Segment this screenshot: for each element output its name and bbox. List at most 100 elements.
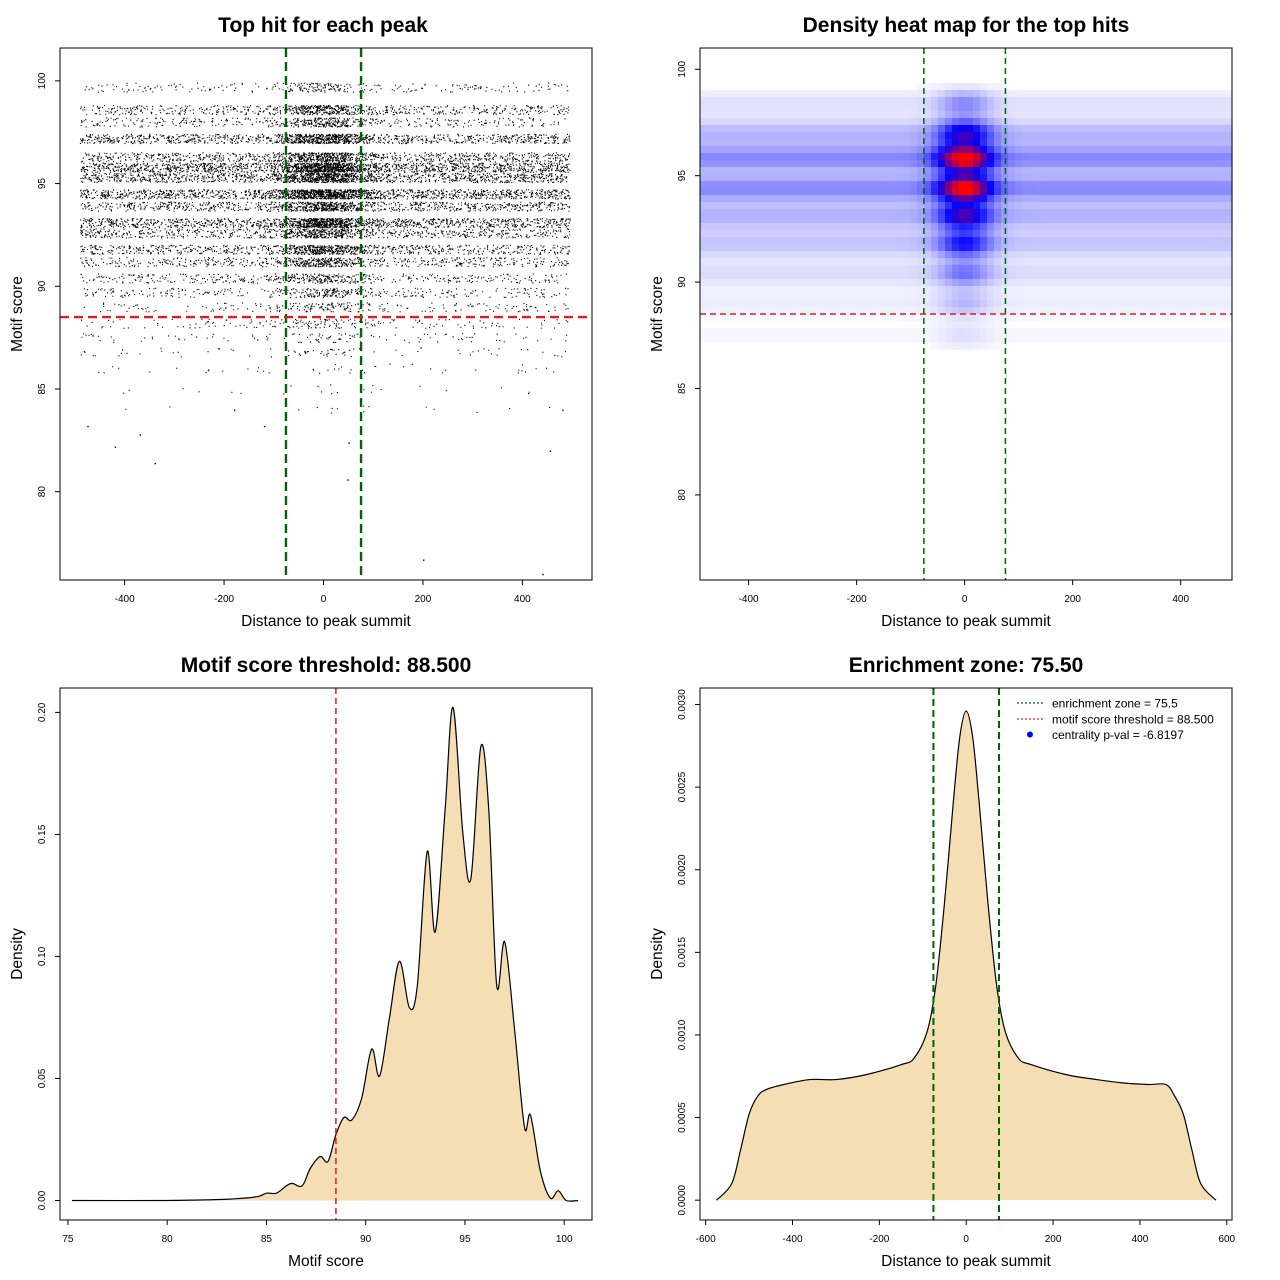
x-tick-label: 200 xyxy=(1045,1234,1062,1245)
heatmap-cell xyxy=(728,104,736,112)
heatmap-cell xyxy=(1099,90,1107,98)
heatmap-frame xyxy=(699,47,1233,581)
heatmap-cell xyxy=(1043,111,1051,119)
heatmap-cell xyxy=(945,342,953,350)
heatmap-cell xyxy=(1120,181,1128,189)
heatmap-cell xyxy=(875,279,883,287)
heatmap-cell xyxy=(945,265,953,273)
scatter-x-axis: -400 -200 0 200 400 xyxy=(115,580,531,605)
heatmap-cell xyxy=(1078,188,1086,196)
heatmap-cell xyxy=(973,272,981,280)
heatmap-cell xyxy=(931,307,939,315)
heatmap-cell xyxy=(1106,237,1114,245)
heatmap-cell xyxy=(721,328,729,336)
heatmap-cell xyxy=(1113,307,1121,315)
heatmap-cell xyxy=(896,272,904,280)
heatmap-cell xyxy=(805,90,813,98)
heatmap-cell xyxy=(868,153,876,161)
x-tick-label: -200 xyxy=(847,594,867,605)
heatmap-cell xyxy=(1134,279,1142,287)
heatmap-cell xyxy=(770,202,778,210)
heatmap-cell xyxy=(987,279,995,287)
heatmap-cell xyxy=(812,104,820,112)
heatmap-cell xyxy=(1099,181,1107,189)
heatmap-cell xyxy=(1106,174,1114,182)
heatmap-cell xyxy=(777,181,785,189)
heatmap-cell xyxy=(966,293,974,301)
heatmap-cell xyxy=(875,174,883,182)
heatmap-cell xyxy=(952,300,960,308)
heatmap-cell xyxy=(1225,244,1233,252)
heatmap-cell xyxy=(749,328,757,336)
heatmap-cell xyxy=(1127,181,1135,189)
heatmap-cell xyxy=(987,160,995,168)
heatmap-cell xyxy=(735,111,743,119)
heatmap-cell xyxy=(1022,90,1030,98)
heatmap-cell xyxy=(1218,111,1226,119)
heatmap-cell xyxy=(1036,335,1044,343)
heatmap-cell xyxy=(847,181,855,189)
heatmap-cell xyxy=(1134,202,1142,210)
heatmap-cell xyxy=(770,300,778,308)
heatmap-cell xyxy=(1113,125,1121,133)
heatmap-cell xyxy=(896,118,904,126)
heatmap-cell xyxy=(847,300,855,308)
heatmap-cell xyxy=(819,146,827,154)
heatmap-cell xyxy=(791,237,799,245)
heatmap-cell xyxy=(903,328,911,336)
heatmap-cell xyxy=(1113,265,1121,273)
heatmap-cell xyxy=(826,272,834,280)
scatter-panel: Top hit for each peak -400 -200 0 200 400 80… xyxy=(9,14,593,630)
heatmap-cell xyxy=(763,90,771,98)
heatmap-cell xyxy=(1211,146,1219,154)
heatmap-cell xyxy=(1071,139,1079,147)
heatmap-cell xyxy=(798,272,806,280)
heatmap-cell xyxy=(966,223,974,231)
heatmap-cell xyxy=(973,83,981,91)
heatmap-cell xyxy=(875,202,883,210)
heatmap-cell xyxy=(966,342,974,350)
heatmap-cell xyxy=(1064,244,1072,252)
heatmap-cell xyxy=(1148,244,1156,252)
heatmap-cell xyxy=(735,265,743,273)
heatmap-cell xyxy=(1183,146,1191,154)
heatmap-cell xyxy=(763,202,771,210)
heatmap-cell xyxy=(1169,293,1177,301)
heatmap-cell xyxy=(1043,146,1051,154)
heatmap-cell xyxy=(1064,300,1072,308)
heatmap-cell xyxy=(1057,230,1065,238)
heatmap-cell xyxy=(784,223,792,231)
heatmap-cell xyxy=(931,104,939,112)
heatmap-cell xyxy=(700,314,708,322)
heatmap-cell xyxy=(1008,307,1016,315)
x-tick-label: -200 xyxy=(869,1234,889,1245)
heatmap-cell xyxy=(763,230,771,238)
heatmap-cell xyxy=(945,216,953,224)
heatmap-cell xyxy=(749,230,757,238)
heatmap-cell xyxy=(1120,118,1128,126)
heatmap-cell xyxy=(1162,209,1170,217)
heatmap-cell xyxy=(952,132,960,140)
heatmap-cell xyxy=(903,237,911,245)
heatmap-cell xyxy=(973,132,981,140)
heatmap-cell xyxy=(742,300,750,308)
heatmap-cell xyxy=(1225,216,1233,224)
heatmap-cell xyxy=(1057,307,1065,315)
heatmap-cell xyxy=(1211,265,1219,273)
x-tick-label: -400 xyxy=(782,1234,802,1245)
heatmap-cell xyxy=(833,202,841,210)
heatmap-cell xyxy=(1183,230,1191,238)
heatmap-cell xyxy=(1134,230,1142,238)
heatmap-cell xyxy=(1043,188,1051,196)
heatmap-cell xyxy=(1057,209,1065,217)
heatmap-cell xyxy=(798,90,806,98)
heatmap-cell xyxy=(805,279,813,287)
heatmap-cell xyxy=(973,293,981,301)
heatmap-cell xyxy=(896,314,904,322)
heatmap-cell xyxy=(1057,286,1065,294)
heatmap-cell xyxy=(714,272,722,280)
heatmap-cell xyxy=(917,314,925,322)
heatmap-cell xyxy=(861,279,869,287)
heatmap-cell xyxy=(847,202,855,210)
heatmap-cell xyxy=(1022,125,1030,133)
